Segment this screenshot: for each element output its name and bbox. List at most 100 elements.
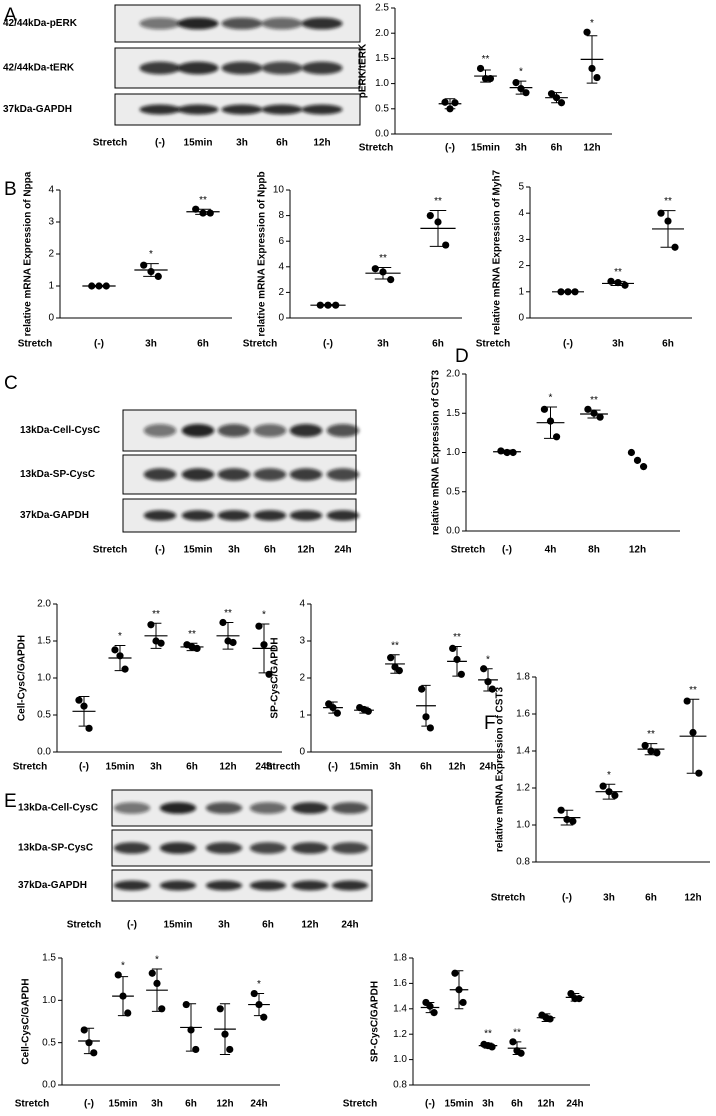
error-bar — [543, 406, 558, 439]
significance: ** — [614, 267, 622, 278]
y-tick-label: 0.5 — [42, 1037, 56, 1048]
data-point — [75, 696, 83, 704]
data-point — [593, 73, 601, 82]
data-point — [683, 697, 691, 705]
plot: 0.0 0.5 1.0 1.5 2.0 Cell-CysC/GAPDH Stretch (-)… — [13, 599, 282, 773]
lane-label: 15min — [164, 920, 193, 931]
y-tick-label: 0 — [48, 313, 54, 324]
y-tick-label: 2.0 — [375, 28, 389, 39]
blot-band — [253, 510, 287, 521]
data-point — [451, 99, 459, 107]
x-tick-label: 4h — [545, 545, 557, 556]
x-tick-label: 15min — [471, 143, 500, 154]
data-point — [442, 241, 450, 249]
y-tick-label: 1.5 — [42, 953, 56, 964]
blot-band — [205, 842, 243, 854]
y-tick-label: 1.8 — [393, 953, 407, 964]
blot-band — [143, 510, 177, 521]
significance: * — [486, 654, 490, 665]
lane-label: 3h — [236, 138, 248, 149]
data-point — [540, 405, 549, 413]
data-point — [371, 265, 379, 273]
error-bar — [78, 696, 90, 727]
lane-label: 12h — [301, 920, 318, 931]
blot-band — [217, 423, 251, 438]
plot: 0.0 0.5 1.0 1.5 2.0 relative mRNA Expression … — [431, 369, 680, 556]
lane-label: 3h — [228, 545, 240, 556]
y-tick-label: 1.4 — [393, 1003, 407, 1014]
y-tick-label: 3 — [299, 636, 305, 647]
x-axis-label: Stretch — [15, 1099, 49, 1110]
data-point — [522, 89, 530, 97]
y-tick-label: 4 — [299, 599, 305, 610]
x-tick-label: 12h — [583, 143, 600, 154]
significance: ** — [453, 632, 461, 643]
x-axis-label: Stretch — [491, 893, 525, 904]
y-axis-label: Cell-CysC/GAPDH — [21, 978, 32, 1064]
data-point — [611, 791, 619, 800]
blot-band — [205, 802, 243, 814]
x-tick-label: 15min — [106, 762, 135, 773]
y-tick-label: 0.5 — [37, 710, 51, 721]
data-point — [641, 741, 649, 750]
lane-label: 12h — [297, 545, 314, 556]
blot-band — [331, 880, 369, 891]
error-bar — [222, 622, 234, 650]
y-tick-label: 1 — [299, 710, 305, 721]
x-tick-label: 6h — [186, 762, 198, 773]
blot-label: 42/44kDa-tERK — [3, 63, 75, 74]
x-tick-label: 8h — [588, 545, 600, 556]
error-bar — [444, 98, 456, 110]
y-tick-label: 1.0 — [516, 820, 530, 831]
y-tick-label: 4 — [48, 185, 54, 196]
error-bar — [587, 409, 601, 419]
blot-label: 13kDa-SP-CysC — [18, 843, 93, 854]
x-tick-label: (-) — [562, 893, 572, 904]
x-tick-label: 15min — [445, 1099, 474, 1110]
blot-band — [177, 61, 219, 75]
error-bar — [512, 1041, 522, 1056]
blot-band — [139, 104, 181, 115]
x-tick-label: 24h — [566, 1099, 583, 1110]
error-bar — [610, 280, 626, 287]
blot-band — [143, 468, 177, 481]
x-axis-label: Stretch — [343, 1099, 377, 1110]
plot: 0.0 0.5 1.0 1.5 Cell-CysC/GAPDH Stretch (-) 15m… — [15, 953, 280, 1110]
x-tick-label: 6h — [420, 762, 432, 773]
error-bar — [219, 1003, 231, 1056]
x-tick-label: (-) — [323, 339, 333, 350]
error-bar — [560, 290, 576, 293]
x-tick-label: 6h — [511, 1099, 523, 1110]
lane-label: (-) — [155, 545, 165, 556]
blot-band — [291, 880, 329, 891]
blot-band — [181, 468, 215, 481]
significance: * — [155, 955, 159, 966]
data-point — [158, 1005, 166, 1013]
data-point — [552, 433, 561, 441]
error-bar — [390, 654, 400, 674]
y-tick-label: 0.0 — [42, 1080, 56, 1091]
x-axis-label: Stretch — [451, 545, 485, 556]
x-axis-label: Stretch — [476, 339, 510, 350]
significance: ** — [188, 629, 196, 640]
x-tick-label: 6h — [662, 339, 674, 350]
data-point — [596, 413, 604, 421]
blot-band — [139, 17, 181, 30]
blot-band — [181, 510, 215, 521]
data-point — [599, 782, 607, 790]
panel-label: A — [4, 5, 17, 26]
y-axis-label: SP-CysC/GAPDH — [270, 637, 281, 718]
blot-band — [253, 468, 287, 481]
blot-band — [159, 842, 197, 854]
blot-label: 37kDa-GAPDH — [18, 880, 87, 891]
panel-label: C — [4, 373, 18, 394]
x-tick-label: (-) — [328, 762, 338, 773]
data-point — [387, 276, 395, 284]
error-bar — [374, 266, 392, 280]
y-tick-label: 1.6 — [393, 978, 407, 989]
data-point — [569, 817, 577, 825]
data-point — [457, 670, 465, 678]
blot-band — [249, 842, 287, 854]
blot-band — [113, 880, 151, 891]
y-tick-label: 0.5 — [446, 486, 460, 497]
